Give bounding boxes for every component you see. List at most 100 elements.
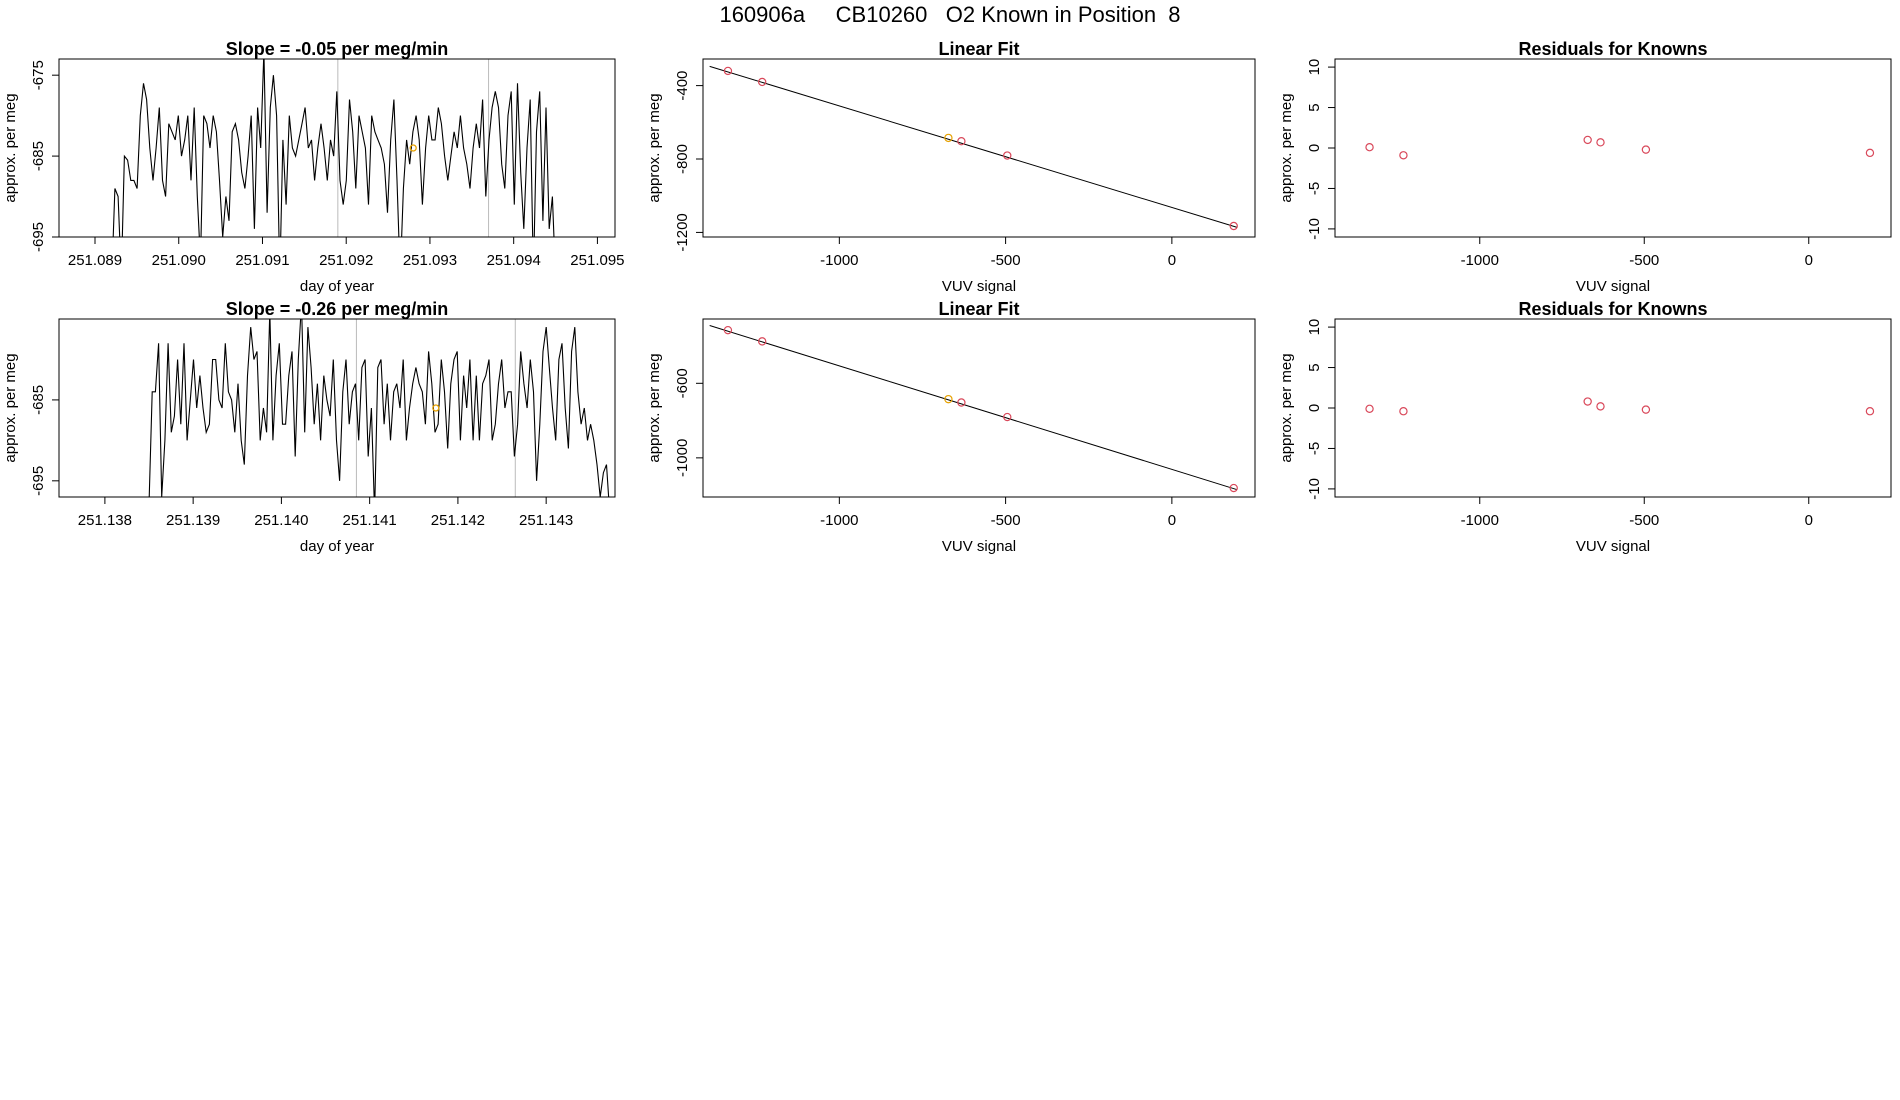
- x-tick-label: -1000: [820, 252, 858, 269]
- y-tick-label: -675: [30, 60, 47, 90]
- y-axis-label: approx. per meg: [1278, 93, 1295, 202]
- y-tick-label: 5: [1306, 103, 1323, 111]
- data-point: [757, 77, 767, 87]
- y-tick-label: 0: [1306, 144, 1323, 152]
- data-point: [757, 337, 767, 346]
- x-tick-label: 251.093: [403, 252, 457, 269]
- x-axis-label: VUV signal: [1576, 538, 1650, 555]
- data-point: [1399, 407, 1408, 416]
- x-tick-label: 251.094: [487, 252, 541, 269]
- data-point: [1641, 405, 1651, 414]
- data-point: [1596, 138, 1605, 147]
- data-point: [1583, 135, 1592, 145]
- data-point: [1596, 402, 1605, 411]
- y-axis-label: approx. per meg: [1278, 353, 1295, 462]
- x-tick-label: 0: [1168, 252, 1176, 269]
- x-tick-label: -1000: [820, 512, 858, 529]
- data-point: [1003, 151, 1012, 160]
- chart-title: Residuals for Knowns: [1518, 39, 1707, 59]
- x-tick-label: 0: [1805, 512, 1813, 529]
- y-tick-label: -685: [30, 385, 47, 415]
- y-tick-label: -695: [30, 222, 47, 252]
- chart-panel-ts2: Slope = -0.26 per meg/min day of year appr…: [2, 299, 616, 555]
- y-tick-label: -800: [674, 144, 691, 174]
- chart-title: Linear Fit: [938, 299, 1019, 319]
- x-tick-label: 251.095: [570, 252, 624, 269]
- chart-title: Linear Fit: [938, 39, 1019, 59]
- data-point: [957, 137, 966, 146]
- x-tick-label: 251.139: [166, 512, 220, 529]
- fit-line: [709, 65, 1237, 228]
- known-data-point: [944, 394, 953, 404]
- y-tick-label: 10: [1306, 59, 1323, 76]
- x-axis-label: VUV signal: [942, 538, 1016, 555]
- x-axis-label: day of year: [300, 278, 374, 295]
- x-tick-label: 0: [1805, 252, 1813, 269]
- known-sample-point: [432, 404, 440, 412]
- y-axis-label: approx. per meg: [646, 93, 663, 202]
- chart-title: Slope = -0.05 per meg/min: [226, 39, 449, 59]
- x-axis-label: VUV signal: [942, 278, 1016, 295]
- data-point: [1641, 145, 1651, 154]
- data-point: [1865, 407, 1875, 416]
- y-tick-label: -5: [1306, 182, 1323, 195]
- x-tick-label: 251.140: [254, 512, 308, 529]
- y-tick-label: -5: [1306, 442, 1323, 455]
- x-tick-label: -500: [991, 252, 1021, 269]
- chart-panel-fit1: Linear Fit VUV signal approx. per meg -1000…: [646, 39, 1256, 295]
- x-tick-label: -1000: [1461, 512, 1499, 529]
- plot-frame: [702, 318, 1256, 498]
- y-tick-label: -600: [674, 368, 691, 398]
- data-series-line: [112, 59, 555, 237]
- x-tick-label: -500: [1629, 512, 1659, 529]
- y-axis-label: approx. per meg: [2, 353, 19, 462]
- y-axis-label: approx. per meg: [2, 93, 19, 202]
- known-sample-point: [409, 144, 417, 152]
- x-tick-label: -1000: [1461, 252, 1499, 269]
- chart-panel-res1: Residuals for Knowns VUV signal approx. pe…: [1278, 39, 1892, 295]
- x-tick-label: 0: [1168, 512, 1176, 529]
- y-axis-label: approx. per meg: [646, 353, 663, 462]
- data-point: [1229, 221, 1238, 231]
- x-axis-label: VUV signal: [1576, 278, 1650, 295]
- plot-frame: [702, 58, 1256, 238]
- y-tick-label: -400: [674, 71, 691, 101]
- chart-title: Slope = -0.26 per meg/min: [226, 299, 449, 319]
- data-point: [1865, 148, 1875, 158]
- data-point: [1003, 412, 1012, 422]
- x-axis-label: day of year: [300, 538, 374, 555]
- x-tick-label: 251.092: [319, 252, 373, 269]
- data-point: [1229, 483, 1238, 493]
- chart-panel-ts1: Slope = -0.05 per meg/min day of year appr…: [2, 39, 625, 295]
- x-tick-label: -500: [991, 512, 1021, 529]
- chart-panel-fit2: Linear Fit VUV signal approx. per meg -1000…: [646, 299, 1256, 555]
- fit-line: [709, 325, 1237, 491]
- data-point: [1583, 397, 1592, 406]
- x-tick-label: 251.090: [152, 252, 206, 269]
- data-point: [957, 398, 966, 407]
- y-tick-label: 5: [1306, 363, 1323, 371]
- data-point: [723, 66, 733, 76]
- y-tick-label: -10: [1306, 218, 1323, 240]
- x-tick-label: 251.138: [78, 512, 132, 529]
- plot-frame: [58, 58, 616, 238]
- plot-frame: [58, 318, 616, 498]
- x-tick-label: 251.091: [235, 252, 289, 269]
- data-point: [723, 325, 733, 335]
- y-tick-label: -10: [1306, 478, 1323, 500]
- y-tick-label: 10: [1306, 319, 1323, 336]
- x-tick-label: 251.142: [431, 512, 485, 529]
- y-tick-label: -695: [30, 466, 47, 496]
- y-tick-label: -685: [30, 141, 47, 171]
- known-data-point: [944, 133, 953, 143]
- data-point: [1399, 151, 1408, 160]
- figure-title: 160906a CB10260 O2 Known in Position 8: [719, 2, 1181, 27]
- x-tick-label: 251.141: [343, 512, 397, 529]
- data-point: [1365, 404, 1374, 414]
- plot-frame: [1334, 58, 1892, 238]
- data-series-line: [148, 319, 610, 497]
- x-tick-label: 251.143: [519, 512, 573, 529]
- data-point: [1365, 142, 1374, 152]
- plot-frame: [1334, 318, 1892, 498]
